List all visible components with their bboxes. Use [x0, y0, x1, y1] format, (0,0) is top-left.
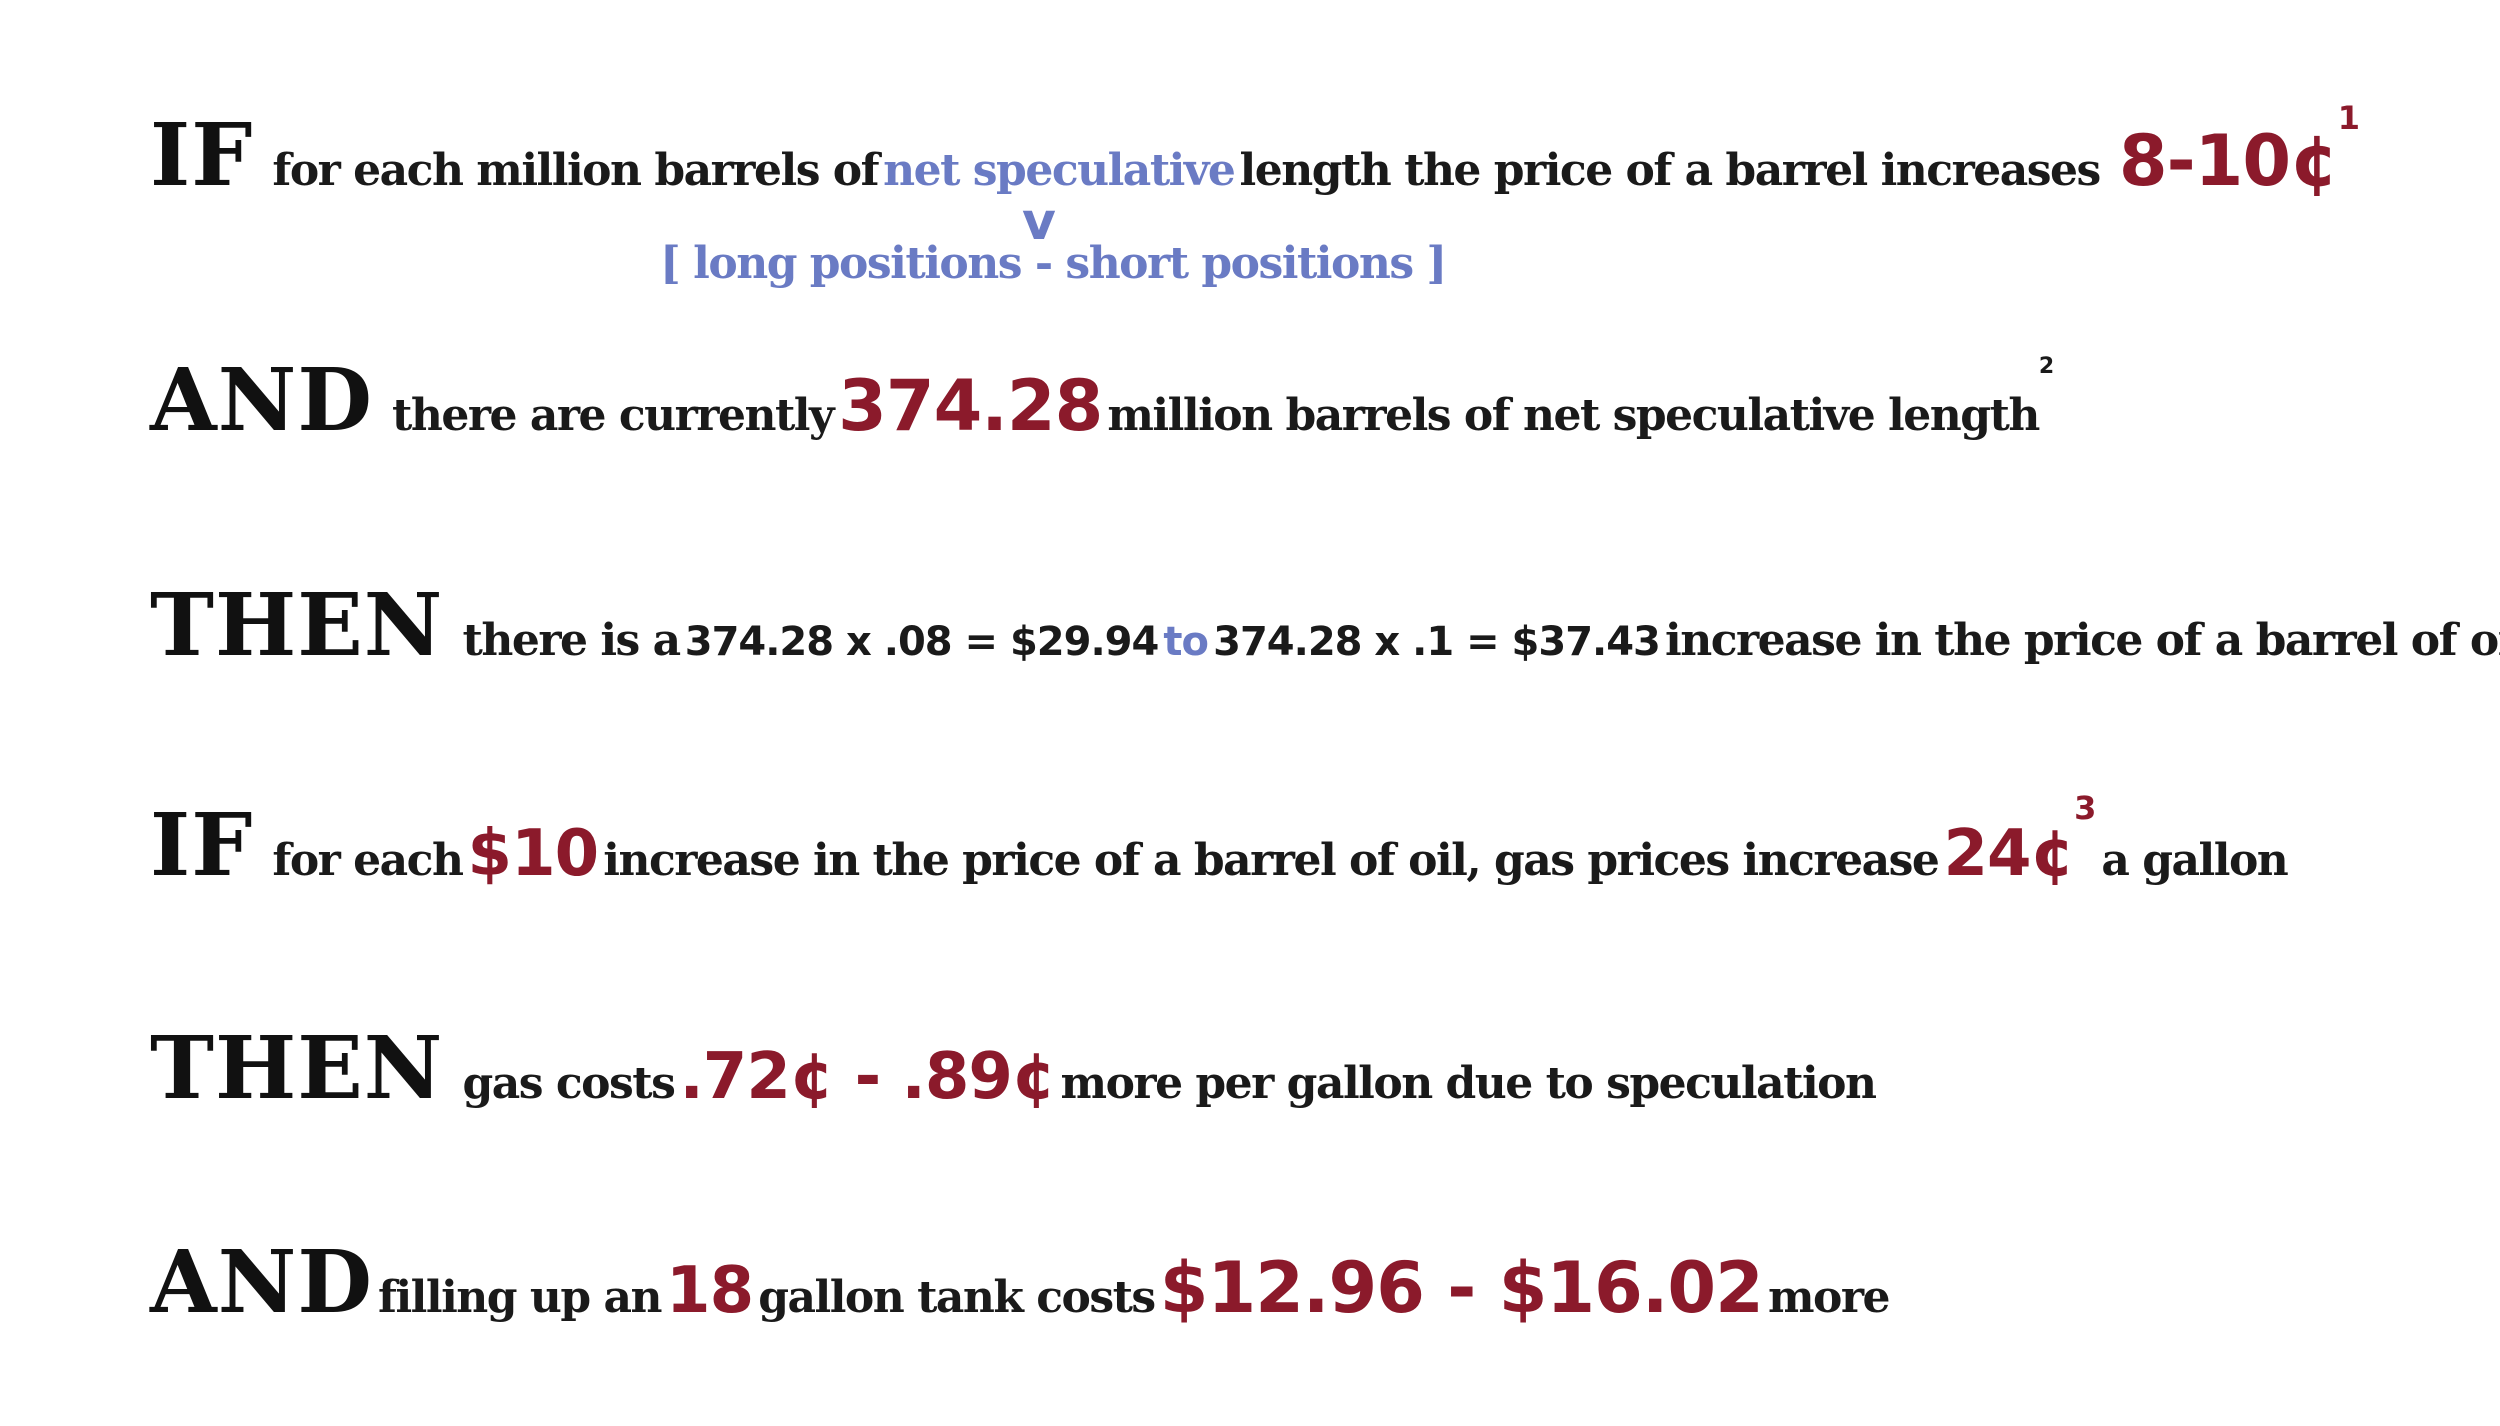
row5-text-b: more per gallon due to speculation [1060, 1058, 1878, 1109]
per-gallon-cost-range: .72¢ - .89¢ [679, 1040, 1056, 1114]
row5-text-a: gas costs [462, 1058, 676, 1109]
row1-text-b: length the price of a barrel increases [1239, 145, 2102, 196]
tank-size-gallons: 18 [666, 1254, 754, 1328]
statement-if-gas-price: IF for each $10 increase in the price of… [150, 789, 2289, 896]
definition-pointer-icon: v [1022, 192, 1056, 252]
gas-price-increase: 24¢ [1943, 817, 2075, 891]
calculation-high: 374.28 x .1 = $37.43 [1213, 619, 1661, 665]
calculation-low: 374.28 x .08 = $29.94 [684, 619, 1160, 665]
footnote-3: 3 [2074, 789, 2097, 827]
row2-text-a: there are currently [392, 390, 835, 441]
statement-then-barrel-increase: THEN there is a 374.28 x .08 = $29.94 to… [150, 575, 2500, 676]
statement-and-tank-cost: AND filling up an 18 gallon tank costs $… [150, 1232, 1891, 1333]
net-speculative-term: net speculative [883, 145, 1236, 196]
row4-text-a: for each [272, 835, 464, 886]
row3-text-b: increase in the price of a barrel of oil [1664, 615, 2500, 666]
price-increase-per-million: 8-10¢ [2118, 120, 2339, 202]
keyword-if: IF [150, 105, 254, 206]
footnote-1: 1 [2337, 99, 2361, 137]
current-net-length-value: 374.28 [838, 365, 1103, 447]
row3-text-a: there is a [462, 615, 682, 666]
range-connector: to [1163, 619, 1209, 665]
row1-text-a: for each million barrels of [272, 145, 879, 196]
statement-then-gas-cost: THEN gas costs .72¢ - .89¢ more per gall… [150, 1018, 1878, 1119]
keyword-and: AND [150, 350, 373, 451]
row6-text-a: filling up an [378, 1272, 662, 1323]
row6-text-c: more [1767, 1272, 1891, 1323]
row4-text-c: a gallon [2101, 835, 2288, 886]
row2-text-b: million barrels of net speculative lengt… [1107, 390, 2040, 441]
footnote-2: 2 [2038, 354, 2055, 379]
keyword-if: IF [150, 795, 254, 896]
net-speculative-definition: [ long positions - short positions ] [660, 238, 1447, 289]
tank-cost-range: $12.96 - $16.02 [1159, 1247, 1764, 1329]
keyword-then: THEN [150, 1018, 444, 1119]
statement-and-current-length: AND there are currently 374.28 million b… [150, 350, 2054, 451]
barrel-price-step: $10 [467, 817, 600, 891]
keyword-and: AND [150, 1232, 373, 1333]
statement-if-speculative-length: IF for each million barrels of net specu… [150, 99, 2360, 206]
keyword-then: THEN [150, 575, 444, 676]
row6-text-b: gallon tank costs [758, 1272, 1156, 1323]
row4-text-b: increase in the price of a barrel of oil… [603, 835, 1940, 886]
